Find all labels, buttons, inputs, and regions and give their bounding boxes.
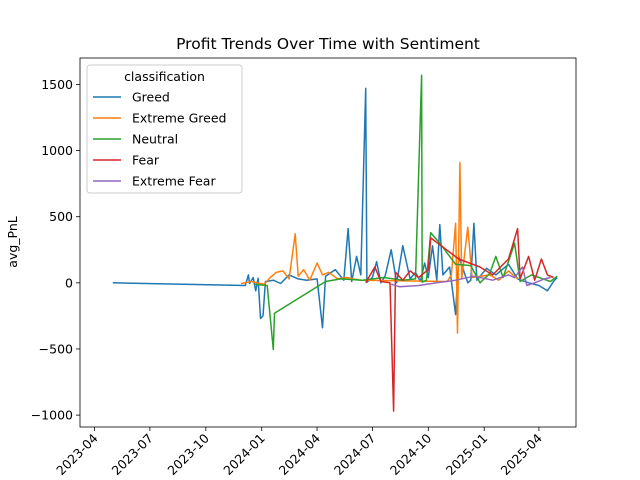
series-line-greed [112,87,558,329]
y-axis-ticks: −1000 −500 0 500 1000 1500 [31,77,80,423]
chart-title: Profit Trends Over Time with Sentiment [176,35,480,53]
y-axis-label: avg_PnL [5,216,20,267]
y-tick-label: 1500 [41,77,73,92]
y-tick-label: −1000 [31,408,73,423]
legend-label: Greed [132,90,170,105]
legend-label: Extreme Fear [132,174,216,189]
plot-lines [112,74,558,412]
y-tick-label: −500 [39,341,73,356]
y-tick-label: 0 [65,275,73,290]
y-tick-label: 1000 [41,143,73,158]
legend-title: classification [124,69,205,84]
series-line-extreme-fear [390,266,551,288]
plot-frame [79,57,577,428]
legend-label: Extreme Greed [132,111,226,126]
series-line-fear [365,227,554,412]
y-tick-label: 500 [49,209,73,224]
legend-label: Neutral [132,132,178,147]
legend-box [86,64,243,194]
legend-label: Fear [132,153,160,168]
legend: classification Greed Extreme Greed Neutral F… [86,64,243,194]
